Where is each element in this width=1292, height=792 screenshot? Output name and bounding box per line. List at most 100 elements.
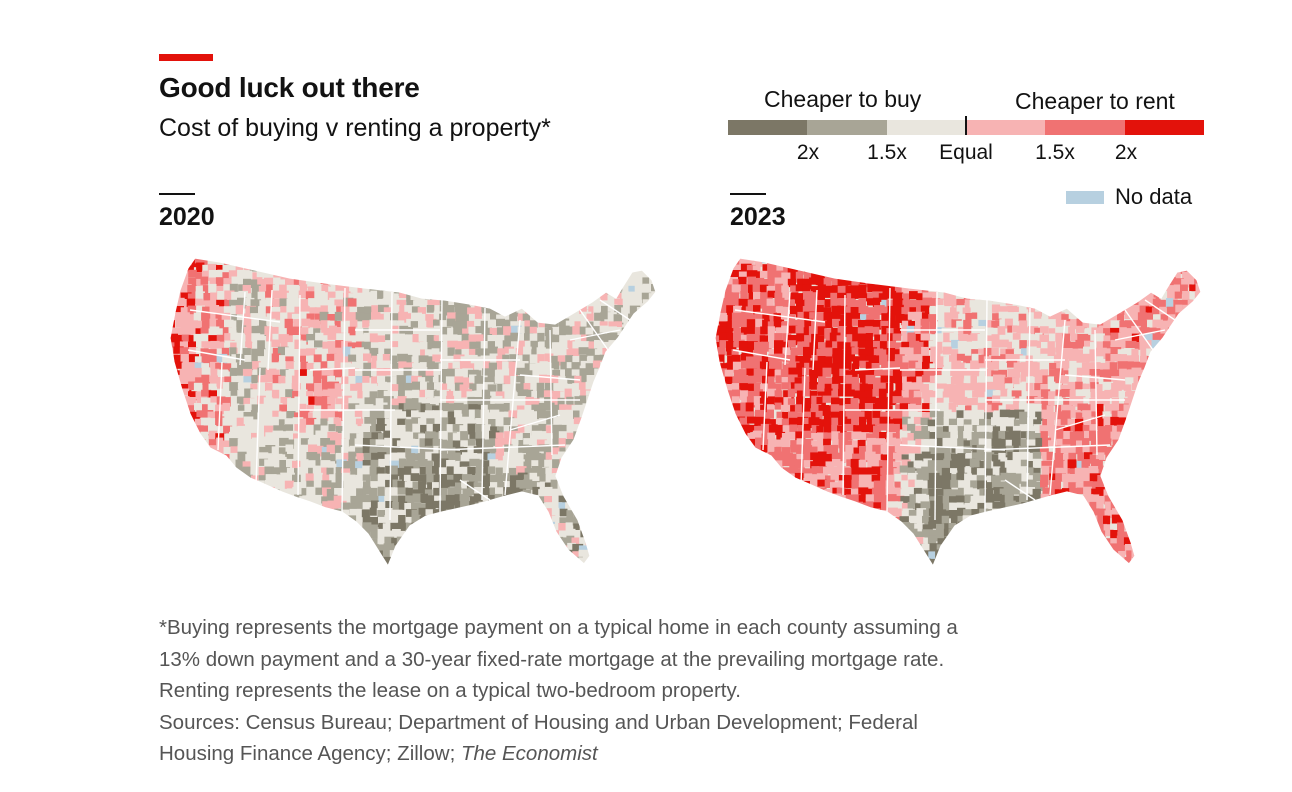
county-cell (201, 522, 212, 531)
county-cell (314, 291, 326, 300)
county-cell (279, 530, 290, 538)
county-cell (180, 258, 191, 260)
county-cell (231, 314, 241, 326)
county-cell (1116, 354, 1127, 364)
county-cell (894, 349, 903, 357)
county-cell (495, 270, 506, 278)
county-cell (1173, 270, 1181, 279)
county-cell (642, 495, 651, 506)
county-cell (558, 438, 566, 449)
county-cell (385, 340, 393, 351)
county-cell (321, 566, 329, 577)
county-cell (231, 291, 242, 301)
county-cell (475, 424, 486, 435)
county-cell (195, 536, 204, 547)
county-cell (627, 474, 639, 483)
county-cell (746, 333, 758, 344)
county-cell (1117, 349, 1126, 358)
county-cell (1131, 348, 1139, 357)
county-cell (251, 437, 261, 446)
county-cell (462, 488, 472, 498)
county-cell (717, 347, 726, 356)
county-cell (474, 263, 484, 272)
county-cell (181, 571, 191, 578)
county-cell (1139, 305, 1150, 316)
county-cell (509, 529, 520, 538)
county-cell (453, 354, 465, 364)
county-cell (824, 328, 834, 339)
county-cell (342, 461, 352, 472)
county-cell (187, 433, 197, 444)
county-cell (453, 264, 461, 275)
county-cell (216, 563, 227, 566)
county-cell (739, 319, 751, 328)
county-cell (210, 292, 218, 303)
county-cell (530, 501, 539, 510)
county-cell (245, 487, 254, 499)
county-cell (1027, 258, 1037, 266)
county-cell (715, 258, 716, 266)
county-cell (327, 314, 337, 324)
county-cell (644, 258, 655, 260)
county-cell (258, 538, 269, 549)
county-cell (362, 404, 374, 414)
county-cell (411, 453, 422, 461)
county-cell (173, 579, 182, 580)
county-cell (1146, 258, 1154, 260)
county-cell (418, 507, 426, 519)
county-cell (885, 370, 896, 380)
county-cell (397, 258, 408, 268)
county-cell (732, 264, 743, 273)
county-cell (462, 328, 473, 339)
county-cell (216, 472, 228, 483)
county-cell (558, 523, 570, 533)
county-cell (222, 402, 230, 411)
county-cell (635, 573, 646, 580)
county-cell (991, 370, 1002, 378)
county-cell (858, 320, 867, 331)
county-cell (377, 375, 388, 383)
county-cell (306, 263, 317, 272)
county-cell (1021, 348, 1029, 357)
county-cell (1180, 332, 1190, 341)
county-cell (643, 543, 655, 554)
county-cell (824, 356, 832, 367)
county-cell (467, 423, 477, 435)
county-cell (287, 488, 295, 499)
county-cell (630, 417, 640, 428)
county-cell (432, 410, 443, 420)
county-cell (284, 418, 294, 429)
county-cell (1060, 277, 1071, 288)
county-cell (531, 425, 541, 436)
county-cell (607, 369, 615, 380)
county-cell (355, 404, 365, 414)
county-cell (1195, 271, 1201, 280)
county-cell (1105, 292, 1114, 303)
county-cell (921, 346, 930, 356)
county-cell (754, 327, 762, 338)
county-cell (287, 543, 298, 554)
county-cell (312, 537, 322, 547)
county-cell (301, 558, 312, 566)
county-cell (761, 341, 772, 352)
legend-no-data-swatch (1066, 191, 1104, 204)
county-cell (1096, 384, 1107, 395)
county-cell (608, 326, 617, 335)
county-cell (170, 320, 175, 329)
county-cell (894, 258, 905, 261)
county-cell (1048, 278, 1056, 286)
county-cell (235, 501, 247, 510)
county-cell (971, 327, 979, 335)
county-cell (446, 544, 456, 552)
county-cell (1091, 313, 1099, 321)
county-cell (383, 269, 391, 280)
county-cell (817, 258, 826, 260)
county-cell (567, 542, 576, 552)
county-cell (489, 409, 500, 421)
county-cell (160, 277, 170, 287)
county-cell (651, 368, 656, 376)
county-cell (648, 475, 656, 484)
county-cell (461, 508, 473, 517)
county-cell (543, 502, 554, 513)
county-cell (838, 271, 848, 280)
